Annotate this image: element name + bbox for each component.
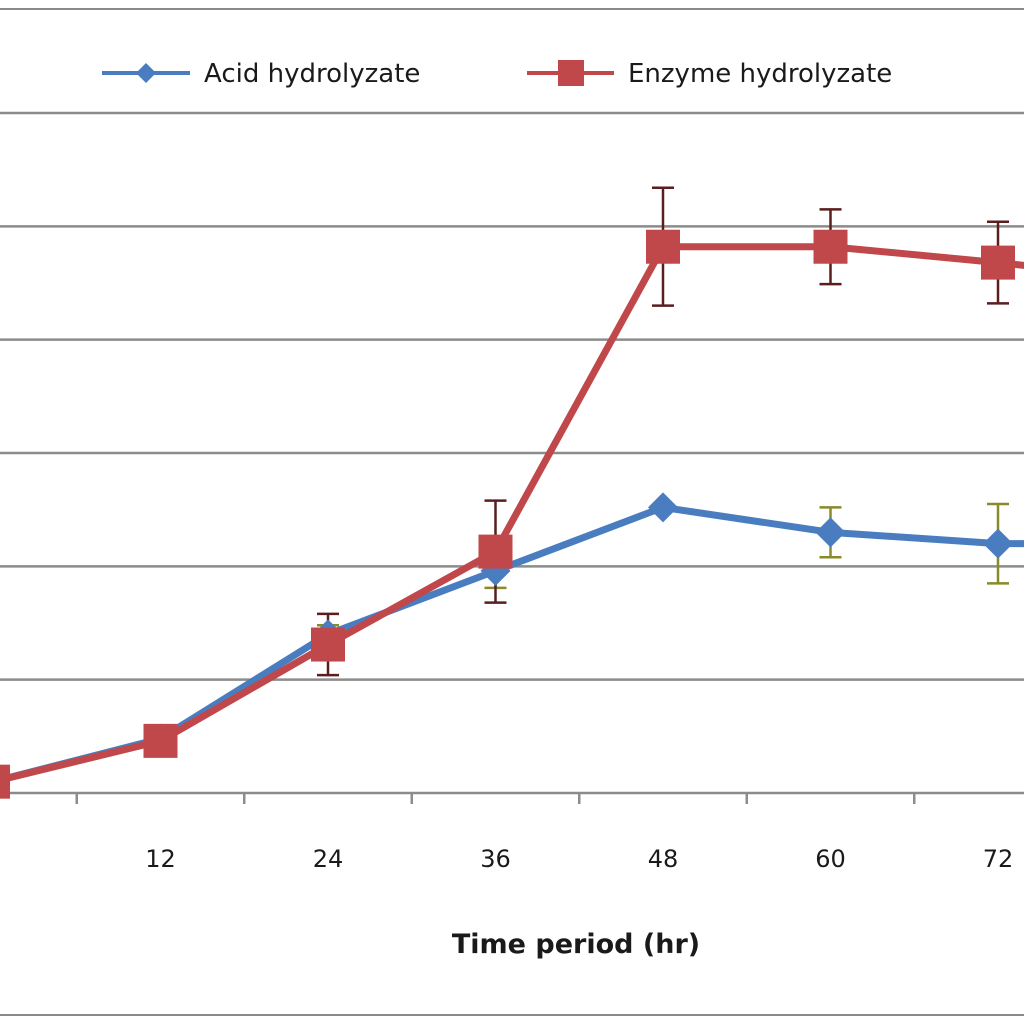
x-tick-label: 72 <box>983 845 1014 873</box>
x-tick-label: 60 <box>815 845 846 873</box>
data-point-enzyme <box>814 230 848 264</box>
x-tick-label: 24 <box>313 845 344 873</box>
x-tick-label: 48 <box>648 845 679 873</box>
x-tick-label: 36 <box>480 845 511 873</box>
x-tick-label: 12 <box>145 845 176 873</box>
data-point-enzyme <box>646 230 680 264</box>
data-point-enzyme <box>311 628 345 662</box>
data-point-enzyme <box>0 765 10 799</box>
legend-acid-label: Acid hydrolyzate <box>204 59 420 89</box>
legend-enzyme-marker <box>558 60 584 86</box>
legend-enzyme-label: Enzyme hydrolyzate <box>628 59 892 89</box>
data-point-enzyme <box>981 246 1015 280</box>
x-axis-title: Time period (hr) <box>452 929 700 960</box>
data-point-enzyme <box>479 535 513 569</box>
data-point-enzyme <box>144 724 178 758</box>
